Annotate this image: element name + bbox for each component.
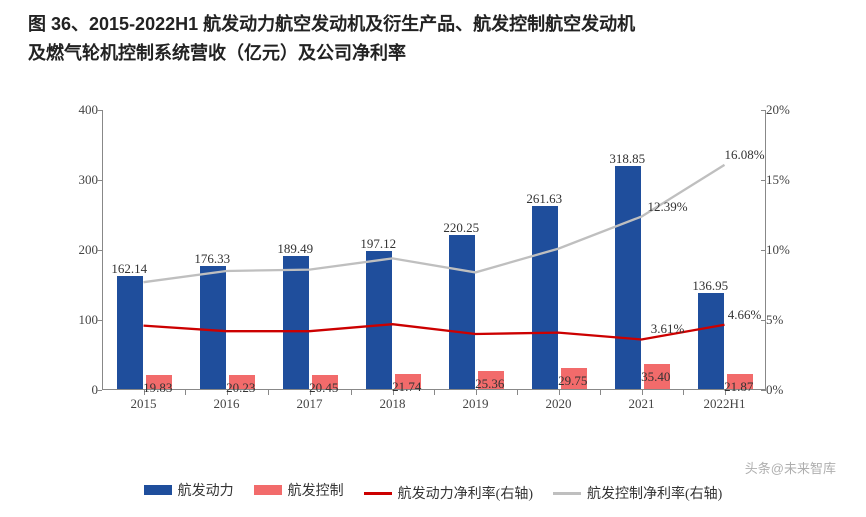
chart-title: 图 36、2015-2022H1 航发动力航空发动机及衍生产品、航发控制航空发动… (0, 0, 866, 72)
y-right-tick-label: 15% (766, 172, 806, 188)
bar-hangfa-dongli (117, 276, 144, 389)
line-value-label: 16.08% (724, 147, 764, 163)
bar-hangfa-dongli (449, 235, 476, 389)
bar-value-label: 20.45 (309, 380, 338, 396)
y-right-tick-label: 5% (766, 312, 806, 328)
y-right-tick-label: 0% (766, 382, 806, 398)
legend-label: 航发动力 (178, 480, 234, 500)
x-axis-label: 2020 (546, 396, 572, 412)
x-axis-label: 2016 (214, 396, 240, 412)
bar-hangfa-dongli (615, 166, 642, 389)
bar-value-label: 189.49 (277, 241, 313, 257)
legend-item-line2: 航发控制净利率(右轴) (553, 483, 722, 503)
bar-value-label: 261.63 (526, 191, 562, 207)
bar-value-label: 318.85 (609, 151, 645, 167)
chart-area: 0 100 200 300 400 0% 5% 10% 15% 20% 2015 162.14 19.8… (60, 100, 806, 430)
y-right-tick-label: 20% (766, 102, 806, 118)
bar-value-label: 162.14 (111, 261, 147, 277)
watermark: 头条@未来智库 (745, 458, 836, 477)
bar-value-label: 21.87 (724, 379, 753, 395)
legend-swatch (553, 492, 581, 495)
x-axis-label: 2019 (463, 396, 489, 412)
title-line-1: 图 36、2015-2022H1 航发动力航空发动机及衍生产品、航发控制航空发动… (28, 14, 635, 34)
x-axis-label: 2015 (131, 396, 157, 412)
bar-value-label: 176.33 (194, 251, 230, 267)
bar-hangfa-dongli (200, 266, 227, 389)
bar-value-label: 25.36 (475, 376, 504, 392)
x-axis-label: 2017 (297, 396, 323, 412)
x-axis-label: 2021 (629, 396, 655, 412)
bar-value-label: 20.23 (226, 380, 255, 396)
bar-hangfa-dongli (698, 293, 725, 389)
y-left-tick-label: 300 (60, 172, 98, 188)
line-value-label: 4.66% (728, 307, 762, 323)
y-left-tick-label: 400 (60, 102, 98, 118)
bar-value-label: 35.40 (641, 369, 670, 385)
legend-item-line1: 航发动力净利率(右轴) (364, 483, 533, 503)
bar-value-label: 19.83 (143, 380, 172, 396)
legend-swatch (254, 485, 282, 495)
y-left-tick-label: 0 (60, 382, 98, 398)
legend-item-bar1: 航发动力 (144, 480, 234, 500)
title-line-2: 及燃气轮机控制系统营收（亿元）及公司净利率 (28, 43, 406, 63)
y-left-tick-label: 200 (60, 242, 98, 258)
y-right-tick-label: 10% (766, 242, 806, 258)
legend-item-bar2: 航发控制 (254, 480, 344, 500)
x-axis-label: 2018 (380, 396, 406, 412)
legend-label: 航发控制净利率(右轴) (587, 483, 722, 503)
bar-hangfa-dongli (283, 256, 310, 389)
bar-value-label: 21.74 (392, 379, 421, 395)
legend-label: 航发控制 (288, 480, 344, 500)
legend-swatch (364, 492, 392, 495)
bar-hangfa-dongli (532, 206, 559, 389)
line-value-label: 12.39% (647, 199, 687, 215)
bar-value-label: 220.25 (443, 220, 479, 236)
y-left-tick-label: 100 (60, 312, 98, 328)
x-axis-label: 2022H1 (704, 396, 746, 412)
bar-value-label: 197.12 (360, 236, 396, 252)
line-value-label: 3.61% (651, 321, 685, 337)
bar-value-label: 136.95 (692, 278, 728, 294)
bar-hangfa-dongli (366, 251, 393, 389)
legend-label: 航发动力净利率(右轴) (398, 483, 533, 503)
bar-value-label: 29.75 (558, 373, 587, 389)
legend-swatch (144, 485, 172, 495)
legend: 航发动力 航发控制 航发动力净利率(右轴) 航发控制净利率(右轴) (0, 480, 866, 504)
